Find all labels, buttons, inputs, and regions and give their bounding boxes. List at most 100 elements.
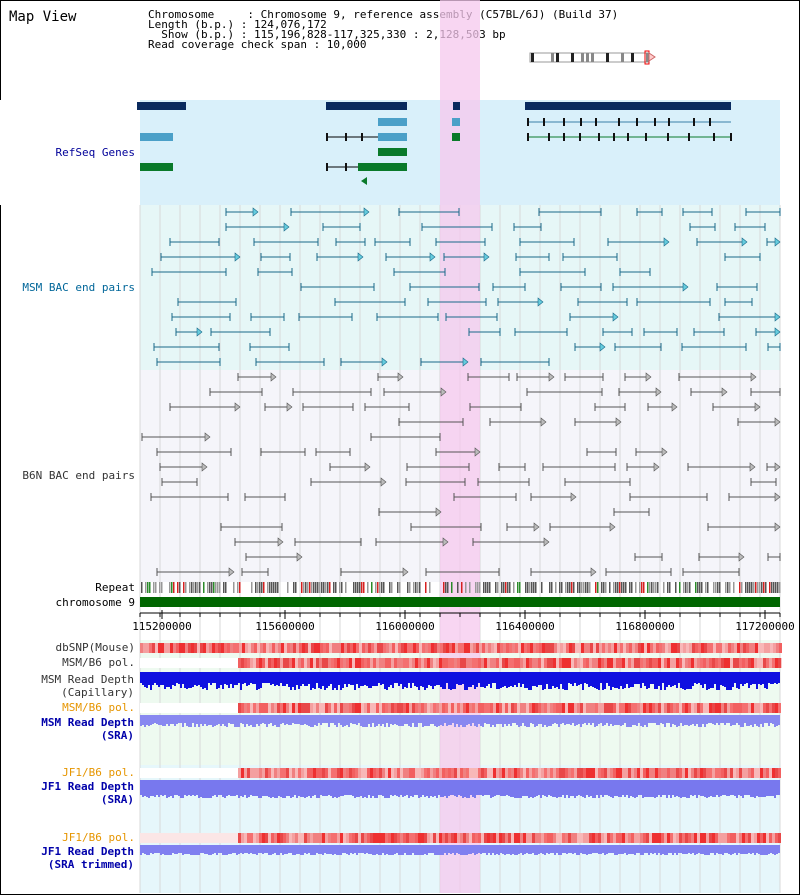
jf1-pol-cell bbox=[415, 768, 418, 778]
msm-depth-sra-bar bbox=[262, 715, 264, 723]
msm-depth-sra-bar bbox=[732, 715, 734, 725]
msm-pol-cell bbox=[445, 658, 448, 668]
msm-depth-sra-bar bbox=[688, 715, 690, 726]
jf1-b6-pol-label-2[interactable]: JF1/B6 pol. bbox=[62, 831, 135, 844]
repeat-element bbox=[647, 582, 649, 593]
jf1-depth-trim-bar bbox=[440, 845, 442, 855]
jf1-depth-sra-bar bbox=[304, 780, 306, 798]
jf1-depth-trim-bar bbox=[610, 845, 612, 853]
msm-depth-sra-bar bbox=[368, 715, 370, 724]
repeat-element bbox=[295, 582, 297, 593]
jf1-pol-cell bbox=[493, 768, 496, 778]
refseq-genes-label[interactable]: RefSeq Genes bbox=[55, 146, 135, 159]
repeat-element bbox=[223, 582, 225, 593]
msm-depth-sra-bar bbox=[440, 715, 442, 725]
msm-depth-sra-bar bbox=[710, 715, 712, 723]
dbsnp-cell bbox=[566, 643, 569, 653]
jf1-depth-trim-bar bbox=[664, 845, 666, 855]
msm-depth-cap-bar bbox=[706, 672, 708, 690]
dbsnp-cell bbox=[293, 643, 296, 653]
msm-depth-sra-bar bbox=[772, 715, 774, 724]
jf1-depth-sra-bar bbox=[726, 780, 728, 796]
msm-depth-cap-bar bbox=[344, 672, 346, 684]
jf1-depth-trim-bar bbox=[380, 845, 382, 855]
jf1-pol-cell bbox=[331, 768, 334, 778]
jf1-depth-sra-bar bbox=[448, 780, 450, 796]
msm-pol-cell bbox=[664, 658, 667, 668]
msm-pol2-cell bbox=[526, 703, 529, 713]
msm-b6-pol-label[interactable]: MSM/B6 pol. bbox=[62, 656, 135, 669]
msm-depth-sra-bar bbox=[322, 715, 324, 723]
jf1-pol2-cell bbox=[253, 833, 256, 843]
msm-pol2-cell bbox=[391, 703, 394, 713]
msm-bac-label[interactable]: MSM BAC end pairs bbox=[22, 281, 135, 294]
jf1-pol2-cell bbox=[724, 833, 727, 843]
dbsnp-cell bbox=[626, 643, 629, 653]
jf1-depth-sra-bar bbox=[262, 780, 264, 796]
msm-depth-cap-bar bbox=[556, 672, 558, 687]
msm-depth-sra-bar bbox=[390, 715, 392, 724]
msm-pol2-cell bbox=[475, 703, 478, 713]
msm-pol-cell bbox=[694, 658, 697, 668]
msm-depth-cap-bar bbox=[656, 672, 658, 689]
repeat-element bbox=[685, 582, 687, 593]
msm-depth-sra-bar bbox=[534, 715, 536, 727]
jf1-depth-trim-bar bbox=[258, 845, 260, 853]
jf1-depth-sra-bar bbox=[550, 780, 552, 796]
jf1-depth-trim-bar bbox=[310, 845, 312, 855]
msm-pol-cell bbox=[613, 658, 616, 668]
jf1-b6-pol-label[interactable]: JF1/B6 pol. bbox=[62, 766, 135, 779]
msm-pol-cell bbox=[592, 658, 595, 668]
msm-depth-cap-bar bbox=[310, 672, 312, 690]
jf1-depth-trim-bar bbox=[674, 845, 676, 853]
refseq-exon bbox=[618, 118, 620, 126]
jf1-pol2-cell bbox=[271, 833, 274, 843]
jf1-pol-cell bbox=[298, 768, 301, 778]
dbsnp-cell bbox=[503, 643, 506, 653]
jf1-pol-cell bbox=[541, 768, 544, 778]
msm-depth-capillary-label[interactable]: MSM Read Depth (Capillary) bbox=[41, 673, 134, 699]
jf1-pol2-cell bbox=[298, 833, 301, 843]
msm-depth-sra-bar bbox=[466, 715, 468, 725]
dbsnp-cell bbox=[620, 643, 623, 653]
msm-depth-sra-bar bbox=[378, 715, 380, 724]
msm-depth-cap-bar bbox=[520, 672, 522, 687]
msm-b6-pol-label-2[interactable]: MSM/B6 pol. bbox=[62, 701, 135, 714]
b6n-bac-label[interactable]: B6N BAC end pairs bbox=[22, 469, 135, 482]
msm-depth-cap-bar bbox=[698, 672, 700, 683]
refseq-exon bbox=[598, 133, 600, 141]
jf1-depth-sra-label[interactable]: JF1 Read Depth (SRA) bbox=[41, 780, 134, 806]
msm-depth-sra-bar bbox=[616, 715, 618, 725]
dbsnp-cell bbox=[470, 643, 473, 653]
repeat-element bbox=[325, 582, 327, 593]
jf1-pol-cell bbox=[502, 768, 505, 778]
repeat-element bbox=[509, 582, 511, 593]
dbsnp-cell bbox=[317, 643, 320, 653]
repeat-element bbox=[507, 582, 509, 593]
msm-bac-arrow bbox=[612, 312, 619, 322]
jf1-depth-trim-bar bbox=[390, 845, 392, 855]
jf1-pol-cell bbox=[652, 768, 655, 778]
msm-depth-cap-bar bbox=[686, 672, 688, 689]
jf1-pol2-cell bbox=[580, 833, 583, 843]
jf1-depth-sra-bar bbox=[216, 780, 218, 797]
dbsnp-cell bbox=[209, 643, 212, 653]
msm-depth-cap-bar bbox=[374, 672, 376, 686]
msm-depth-sra-bar bbox=[344, 715, 346, 726]
repeat-element bbox=[447, 582, 449, 593]
msm-pol-cell bbox=[382, 658, 385, 668]
dbsnp-label[interactable]: dbSNP(Mouse) bbox=[55, 641, 135, 654]
msm-depth-cap-bar bbox=[392, 672, 394, 688]
msm-pol-cell bbox=[241, 658, 244, 668]
msm-pol2-cell bbox=[691, 703, 694, 713]
chromosome-info: Chromosome : Chromosome 9, reference ass… bbox=[148, 9, 618, 50]
msm-depth-cap-bar bbox=[670, 672, 672, 687]
msm-pol2-cell bbox=[250, 703, 253, 713]
jf1-pol2-cell bbox=[676, 833, 679, 843]
jf1-depth-trimmed-label[interactable]: JF1 Read Depth (SRA trimmed) bbox=[41, 845, 134, 871]
msm-depth-sra-label[interactable]: MSM Read Depth (SRA) bbox=[41, 716, 134, 742]
msm-depth-cap-bar bbox=[386, 672, 388, 690]
msm-depth-sra-bar bbox=[288, 715, 290, 725]
repeat-element bbox=[561, 582, 563, 593]
